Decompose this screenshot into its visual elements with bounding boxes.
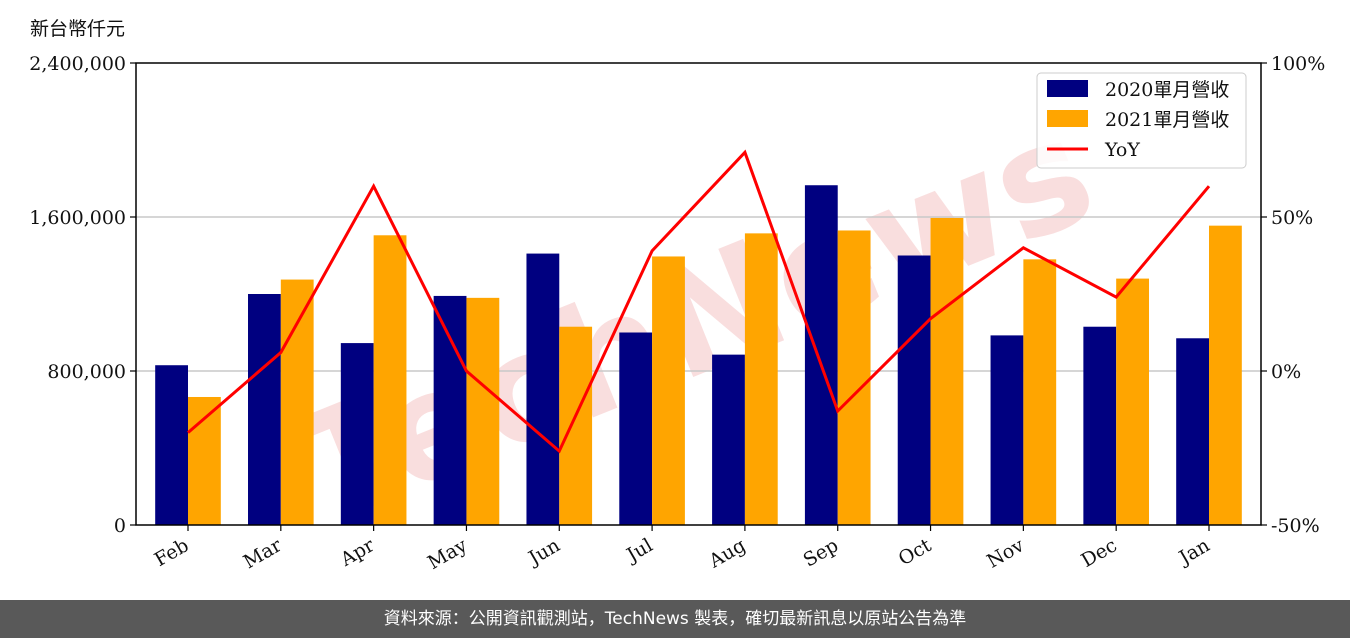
bar-2021-jan [1209,225,1242,525]
legend-box [1036,72,1247,169]
bar-2020-jan [1176,338,1209,525]
x-tick-label-jun: Jun [523,534,564,570]
bar-2021-aug [744,233,778,526]
x-tick-label-sep: Sep [800,534,843,571]
bar-2021-sep [837,230,871,525]
bar-2020-sep [804,185,838,526]
bar-2020-feb [155,365,188,525]
y-left-tick-label: 1,600,000 [29,207,126,229]
chart-area: TechNews 0 800,000 1,600,000 2,400,000 -50% 0%… [29,18,1325,574]
bar-2021-feb [188,396,221,525]
bar-2021-mar [280,279,314,525]
revenue-chart: TechNews0800,0001,600,0002,400,000-50%0%… [29,53,1325,574]
bar-2020-may [433,295,467,525]
y-right-tick-label: 50% [1271,207,1313,229]
x-tick-label-aug: Aug [705,534,750,573]
bar-2020-nov [990,335,1024,525]
yoy-line [187,149,1211,454]
x-tick-label-nov: Nov [983,534,1028,573]
legend-item-2020-swatch [1047,80,1088,97]
x-tick-label-may: May [424,534,471,574]
y-right-tick-label: -50% [1271,515,1320,537]
y-right-tick-label: 100% [1271,53,1325,75]
source-footer: 資料來源：公開資訊觀測站，TechNews 製表，確切最新訊息以原站公告為準 [0,600,1350,638]
legend-item-2021-swatch [1047,110,1088,127]
y-left-tick-label: 2,400,000 [29,53,126,75]
x-tick-label-jan: Jan [1174,534,1214,570]
x-tick-label-dec: Dec [1078,534,1121,572]
x-tick-label-jul: Jul [621,534,656,567]
y-left-tick-label: 0 [114,515,126,537]
bar-2020-jul [619,332,653,525]
x-tick-label-feb: Feb [151,534,193,571]
bar-2021-jun [559,326,593,525]
bar-2020-aug [712,354,745,525]
legend-item-2021-label: 2021單月營收 [1105,109,1229,131]
x-tick-label-oct: Oct [895,534,936,570]
bar-2021-nov [1023,259,1057,525]
bar-2020-dec [1083,326,1117,525]
y-left-tick-label: 800,000 [47,361,126,383]
plot-frame [135,62,1262,526]
y-axis-left-unit-label: 新台幣仟元 [30,18,126,40]
y-right-tick-label: 0% [1271,361,1301,383]
bar-2020-oct [897,255,931,525]
bar-2021-jul [652,256,685,525]
bar-2021-dec [1116,278,1149,525]
legend-item-2020-label: 2020單月營收 [1105,79,1229,101]
bar-2021-oct [930,217,964,525]
bar-2020-mar [248,294,281,525]
bar-2021-apr [373,235,407,525]
x-tick-label-mar: Mar [240,534,286,573]
legend-item-yoy-label: YoY [1104,139,1140,161]
bar-2020-apr [340,343,374,525]
bar-2021-may [466,297,500,525]
bar-2020-jun [526,253,560,525]
